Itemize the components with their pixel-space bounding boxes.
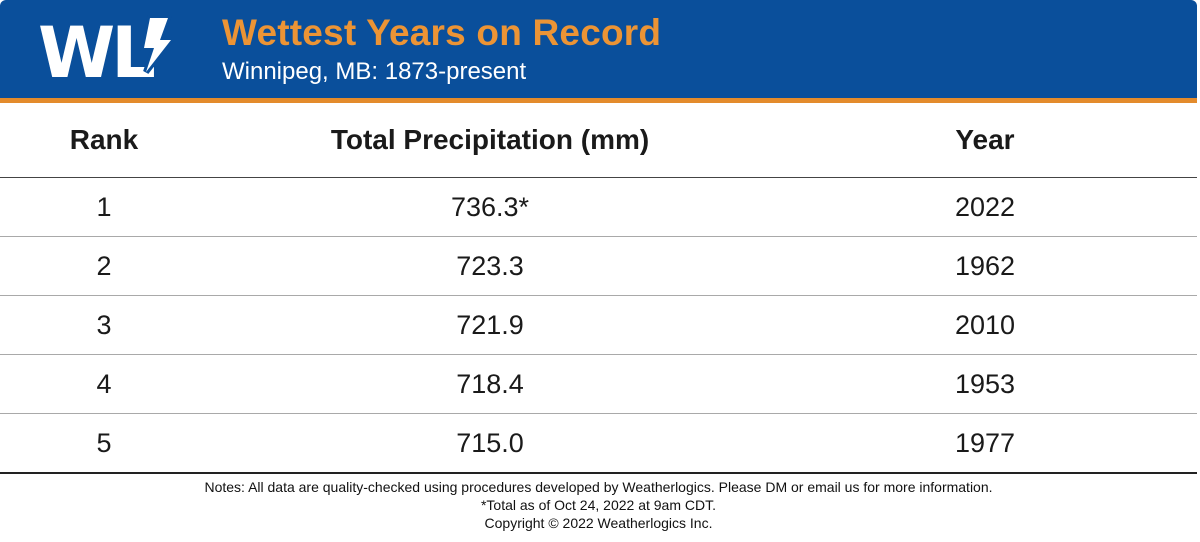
records-table: Rank Total Precipitation (mm) Year 1 736…	[0, 103, 1197, 474]
weatherlogics-logo-icon: WL	[38, 14, 174, 86]
rank-cell: 1	[96, 191, 112, 222]
notes-line: Notes: All data are quality-checked usin…	[204, 479, 993, 495]
rank-cell: 4	[96, 368, 112, 399]
precipitation-cell: 721.9	[456, 309, 524, 340]
precipitation-cell: 715.0	[456, 427, 524, 458]
year-cell: 2022	[954, 191, 1016, 222]
page-title: Wettest Years on Record	[222, 12, 662, 53]
year-cell: 1953	[954, 368, 1016, 399]
table-row: 1 736.3* 2022	[0, 178, 1197, 237]
page-subtitle: Winnipeg, MB: 1873-present	[222, 58, 527, 85]
lightning-bolt-icon	[144, 18, 171, 72]
precipitation-cell: 718.4	[456, 368, 524, 399]
rank-cell: 5	[96, 427, 112, 458]
year-cell: 1977	[954, 427, 1016, 458]
year-cell: 2010	[954, 309, 1016, 340]
footnotes: Notes: All data are quality-checked usin…	[0, 478, 1197, 532]
precipitation-cell: 723.3	[456, 250, 524, 281]
table-row: 4 718.4 1953	[0, 355, 1197, 414]
column-header-rank: Rank	[69, 124, 139, 155]
asterisk-note: *Total as of Oct 24, 2022 at 9am CDT.	[480, 497, 716, 513]
precipitation-cell: 736.3*	[450, 191, 530, 222]
table-row: 2 723.3 1962	[0, 237, 1197, 296]
year-cell: 1962	[954, 250, 1016, 281]
table-row: 5 715.0 1977	[0, 414, 1197, 474]
column-header-year: Year	[955, 124, 1015, 155]
header-accent-stripe	[0, 98, 1197, 103]
rank-cell: 2	[96, 250, 112, 281]
rank-cell: 3	[96, 309, 112, 340]
header-banner: WL Wettest Years on Record Winnipeg, MB:…	[0, 0, 1197, 98]
table-header-row: Rank Total Precipitation (mm) Year	[0, 103, 1197, 178]
copyright-note: Copyright © 2022 Weatherlogics Inc.	[484, 515, 713, 531]
table-row: 3 721.9 2010	[0, 296, 1197, 355]
logo-text: WL	[38, 14, 154, 86]
column-header-precipitation: Total Precipitation (mm)	[330, 124, 650, 155]
